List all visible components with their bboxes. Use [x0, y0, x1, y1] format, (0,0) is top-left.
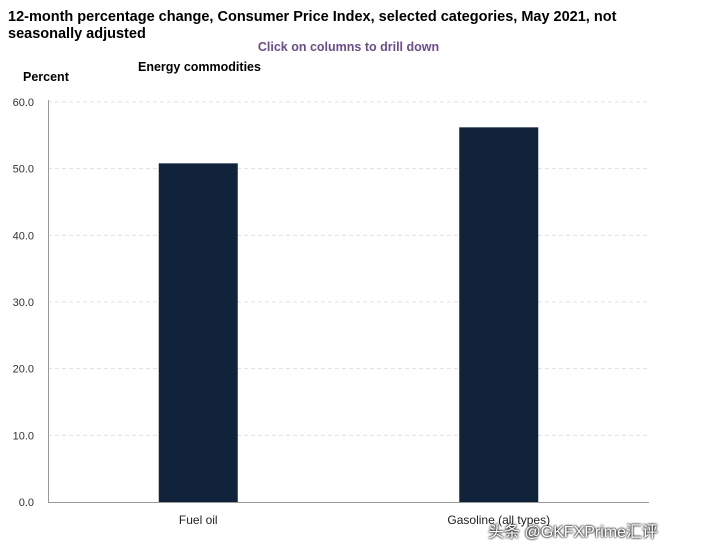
chart-title: 12-month percentage change, Consumer Pri…: [8, 9, 617, 42]
x-category-label: Fuel oil: [179, 513, 218, 527]
y-tick-label: 0.0: [19, 497, 34, 509]
drilldown-hint: Click on columns to drill down: [257, 40, 440, 54]
bar[interactable]: [459, 127, 539, 502]
bar[interactable]: [158, 163, 238, 503]
y-tick-label: 60.0: [13, 97, 34, 109]
y-axis-label: Percent: [23, 70, 69, 84]
y-tick-label: 50.0: [13, 164, 34, 176]
drilldown-category-label: Energy commodities: [138, 60, 261, 74]
watermark: 头条 @GKFXPrime汇评: [488, 524, 659, 541]
y-tick-label: 40.0: [13, 230, 34, 242]
y-tick-label: 10.0: [13, 430, 34, 442]
y-tick-label: 20.0: [13, 364, 34, 376]
x-category-label: Gasoline (all types): [447, 513, 550, 527]
y-tick-label: 30.0: [13, 297, 34, 309]
